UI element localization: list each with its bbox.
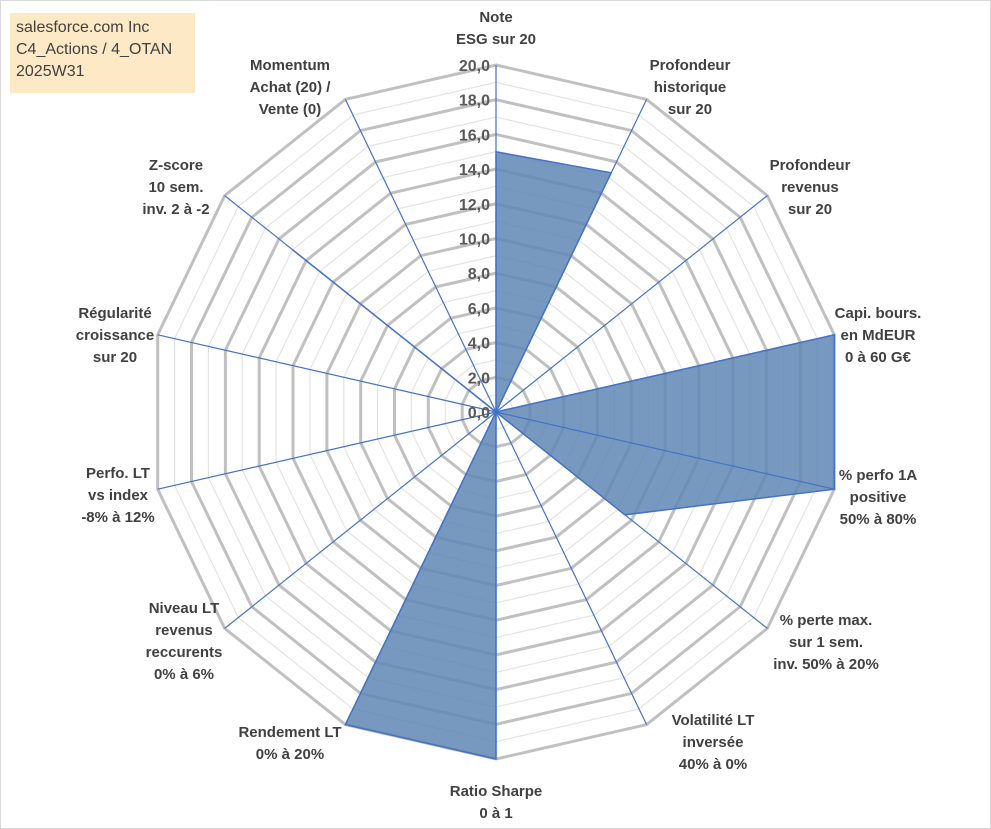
radial-tick-label: 20,0 xyxy=(459,58,490,75)
axis-label: Rendement LT 0% à 20% xyxy=(238,724,341,763)
axis-label: Profondeur revenus sur 20 xyxy=(770,157,851,218)
axis-spoke xyxy=(495,411,768,629)
axis-label: % perfo 1A positive 50% à 80% xyxy=(839,467,918,528)
axis-label: Volatilité LT inversée 40% à 0% xyxy=(672,712,755,773)
axis-spoke xyxy=(157,334,497,413)
info-box: salesforce.com Inc C4_Actions / 4_OTAN 2… xyxy=(10,13,195,93)
radial-tick-label: 16,0 xyxy=(459,127,490,144)
axis-spoke xyxy=(344,99,497,413)
axis-spoke xyxy=(157,411,497,490)
axis-spoke xyxy=(495,334,835,413)
axis-label: Niveau LT revenus reccurents 0% à 6% xyxy=(146,600,223,683)
axis-label: Régularité croissance sur 20 xyxy=(76,305,154,366)
radial-tick-label: 14,0 xyxy=(459,162,490,179)
axis-label: Note ESG sur 20 xyxy=(456,9,536,48)
radial-tick-labels: 0,0 2,0 4,0 6,0 8,0 10,0 12,0 14,0 16,0 18,0 20,0 xyxy=(459,58,490,422)
radial-tick-label: 10,0 xyxy=(459,232,490,249)
axis-spoke xyxy=(495,411,648,725)
axis-spoke xyxy=(344,411,497,725)
radial-tick-label: 2,0 xyxy=(468,370,490,387)
radial-tick-label: 6,0 xyxy=(468,301,490,318)
radial-tick-label: 4,0 xyxy=(468,336,490,353)
radial-tick-label: 18,0 xyxy=(459,93,490,110)
radial-tick-label: 12,0 xyxy=(459,197,490,214)
axis-spoke xyxy=(224,411,497,629)
axis-spokes xyxy=(157,65,835,759)
axis-labels: Note ESG sur 20 Profondeur historique sur 20… xyxy=(76,9,922,822)
radial-tick-label: 0,0 xyxy=(468,405,490,422)
axis-spoke xyxy=(495,195,768,413)
category-label: C4_Actions / 4_OTAN xyxy=(16,41,173,58)
axis-spoke xyxy=(495,99,648,413)
axis-label: Perfo. LT vs index -8% à 12% xyxy=(81,465,154,526)
axis-spoke xyxy=(224,195,497,413)
axis-label: Ratio Sharpe 0 à 1 xyxy=(450,783,543,822)
axis-label: Capi. bours. en MdEUR 0 à 60 G€ xyxy=(835,305,922,366)
radial-tick-label: 8,0 xyxy=(468,266,490,283)
week-label: 2025W31 xyxy=(16,63,85,80)
axis-label: Profondeur historique sur 20 xyxy=(650,57,731,118)
axis-label: % perte max. sur 1 sem. inv. 50% à 20% xyxy=(773,612,879,673)
axis-label: Momentum Achat (20) / Vente (0) xyxy=(250,57,332,118)
company-name: salesforce.com Inc xyxy=(16,19,150,36)
axis-label: Z-score 10 sem. inv. 2 à -2 xyxy=(142,157,209,218)
axis-spoke xyxy=(495,411,835,490)
